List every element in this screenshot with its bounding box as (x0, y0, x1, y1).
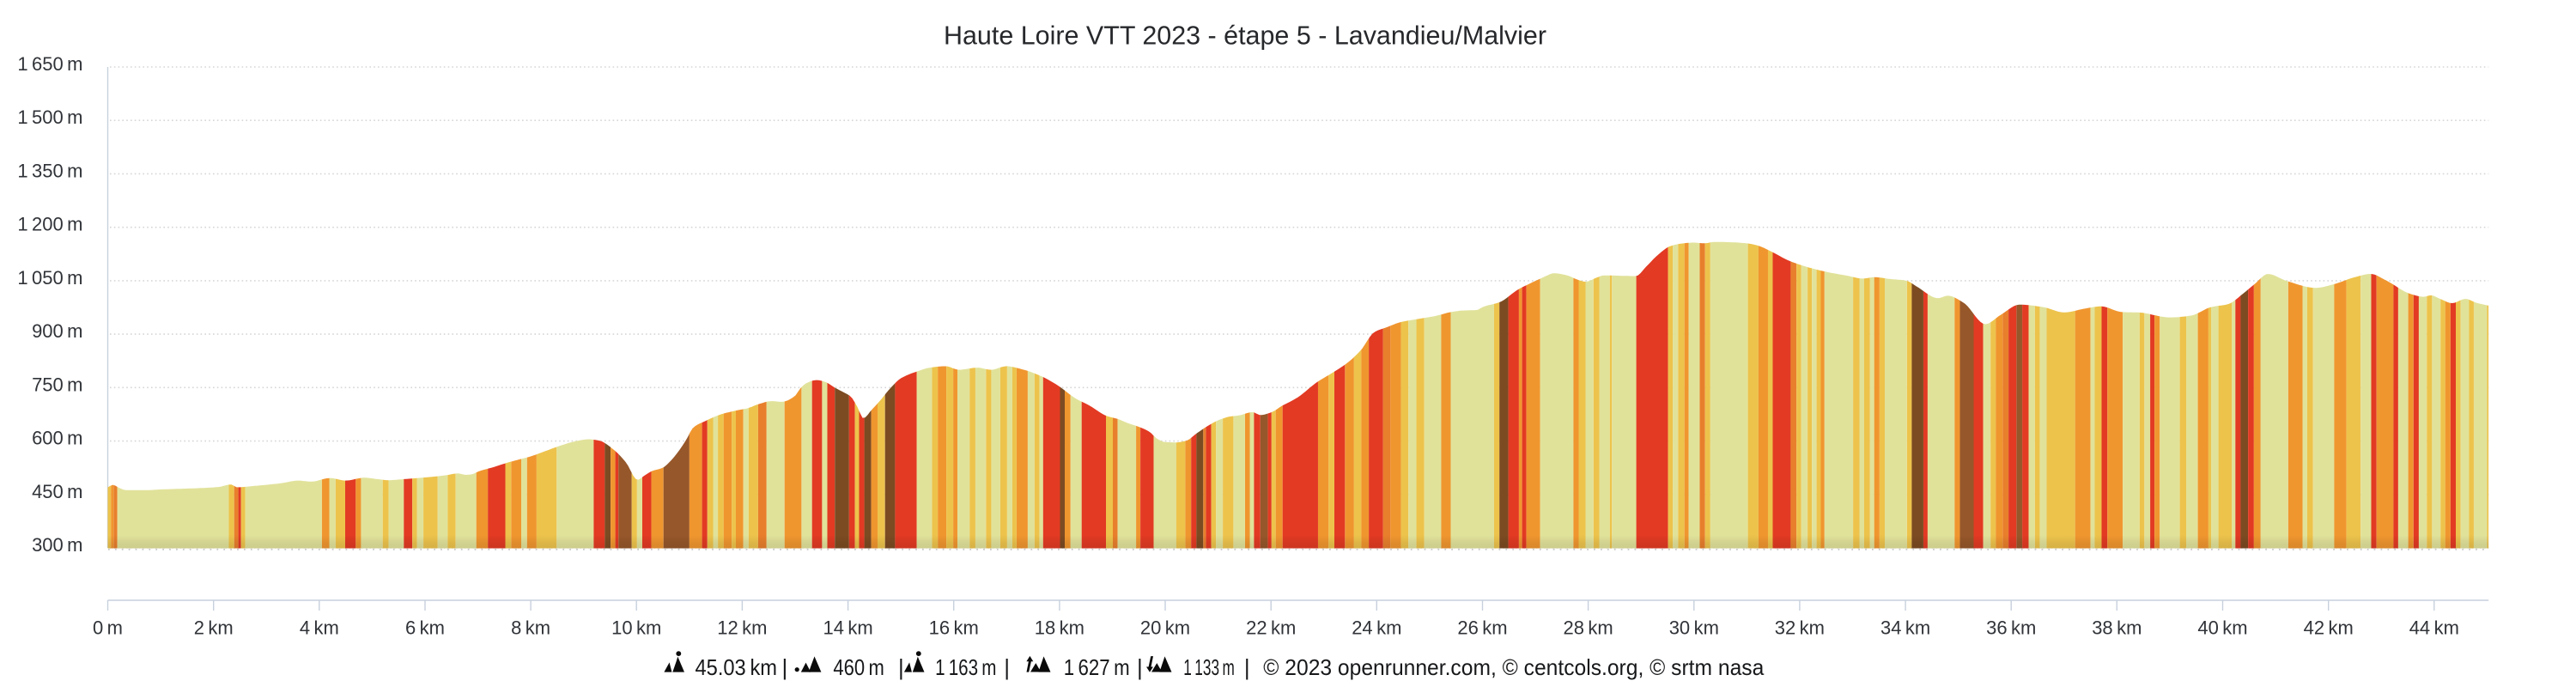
svg-text:36 km: 36 km (1986, 617, 2036, 639)
svg-text:28 km: 28 km (1563, 617, 1613, 639)
svg-text:34 km: 34 km (1880, 617, 1930, 639)
svg-text:460 m: 460 m (833, 654, 884, 680)
svg-text:45.03 km: 45.03 km (696, 654, 778, 680)
svg-text:22 km: 22 km (1246, 617, 1296, 639)
svg-text:|: | (782, 654, 788, 680)
svg-text:Haute Loire VTT 2023 - étape 5: Haute Loire VTT 2023 - étape 5 - Lavandi… (944, 21, 1546, 51)
svg-text:6 km: 6 km (405, 617, 445, 639)
svg-text:14 km: 14 km (823, 617, 872, 639)
svg-text:1 163 m: 1 163 m (935, 654, 996, 680)
svg-text:10 km: 10 km (611, 617, 661, 639)
svg-text:1 627 m: 1 627 m (1064, 654, 1130, 680)
svg-text:1 500 m: 1 500 m (17, 106, 82, 128)
svg-text:30 km: 30 km (1669, 617, 1719, 639)
svg-text:4 km: 4 km (300, 617, 339, 639)
svg-text:44 km: 44 km (2409, 617, 2459, 639)
svg-text:8 km: 8 km (511, 617, 550, 639)
svg-text:1 650 m: 1 650 m (17, 53, 82, 75)
svg-text:450 m: 450 m (32, 481, 82, 502)
svg-text:26 km: 26 km (1457, 617, 1507, 639)
svg-text:300 m: 300 m (32, 534, 82, 556)
svg-text:600 m: 600 m (32, 428, 82, 449)
svg-text:38 km: 38 km (2092, 617, 2142, 639)
svg-text:24 km: 24 km (1352, 617, 1401, 639)
svg-text:2 km: 2 km (194, 617, 234, 639)
svg-text:32 km: 32 km (1775, 617, 1825, 639)
svg-text:1 133 m: 1 133 m (1183, 654, 1235, 680)
svg-text:1 350 m: 1 350 m (17, 160, 82, 181)
svg-text:40 km: 40 km (2197, 617, 2247, 639)
svg-text:|: | (1004, 654, 1010, 680)
svg-text:|: | (1244, 654, 1250, 680)
svg-text:© 2023 openrunner.com, © centc: © 2023 openrunner.com, © centcols.org, ©… (1263, 654, 1764, 680)
svg-text:12 km: 12 km (717, 617, 767, 639)
svg-text:750 m: 750 m (32, 374, 82, 395)
svg-text:0 m: 0 m (93, 617, 123, 639)
svg-text:18 km: 18 km (1035, 617, 1084, 639)
svg-text:900 m: 900 m (32, 320, 82, 342)
svg-text:1 200 m: 1 200 m (17, 214, 82, 235)
svg-text:|: | (898, 654, 904, 680)
svg-text:1 050 m: 1 050 m (17, 267, 82, 289)
svg-text:42 km: 42 km (2304, 617, 2354, 639)
svg-text:16 km: 16 km (929, 617, 979, 639)
svg-text:20 km: 20 km (1140, 617, 1190, 639)
svg-text:|: | (1137, 654, 1143, 680)
